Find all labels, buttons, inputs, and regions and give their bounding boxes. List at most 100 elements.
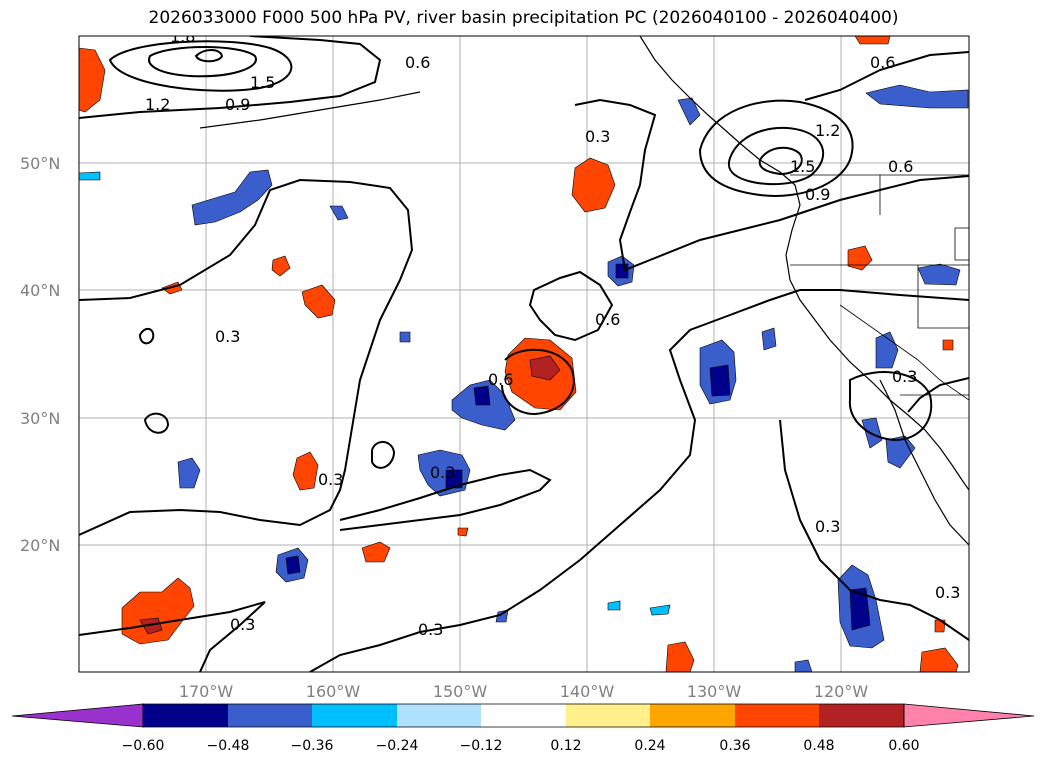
contour-line bbox=[79, 36, 382, 119]
contour-label: 0.9 bbox=[225, 95, 250, 114]
colorbar-tick-label: −0.48 bbox=[207, 738, 250, 754]
colorbar-swatch bbox=[735, 704, 819, 727]
precip-blob bbox=[649, 604, 671, 616]
contour-line bbox=[779, 419, 969, 641]
colorbar-tick-label: 0.12 bbox=[550, 738, 581, 754]
colorbar-swatch bbox=[143, 704, 228, 727]
contour-label: 0.3 bbox=[418, 620, 443, 639]
contour-line bbox=[848, 371, 933, 442]
contour-line bbox=[371, 441, 396, 469]
precip-negative-areas bbox=[79, 84, 969, 672]
precip-blob bbox=[79, 47, 106, 113]
contour-line bbox=[804, 51, 969, 101]
contour-label: 0.6 bbox=[595, 310, 620, 329]
precip-blob bbox=[79, 171, 101, 181]
colorbar-tick-label: −0.60 bbox=[122, 738, 165, 754]
precip-blob-strong bbox=[529, 355, 561, 381]
precip-blob bbox=[761, 327, 777, 351]
precip-blob-strong bbox=[709, 364, 731, 397]
precip-blob-strong bbox=[615, 263, 629, 279]
contour-label: 0.3 bbox=[585, 127, 610, 146]
precip-blob bbox=[919, 647, 959, 672]
precip-blob bbox=[457, 527, 469, 537]
coastline bbox=[199, 36, 969, 546]
contour-label: 0.3 bbox=[230, 615, 255, 634]
colorbar-tick-label: −0.24 bbox=[376, 738, 419, 754]
contour-labels: 1.8 1.5 1.2 0.9 0.6 0.3 0.6 1.2 1.5 0.9 … bbox=[145, 27, 960, 639]
contour-label: 0.3 bbox=[318, 470, 343, 489]
contour-line bbox=[528, 270, 614, 342]
precip-blob bbox=[292, 451, 319, 491]
precip-blob-strong bbox=[849, 587, 871, 631]
precip-blob bbox=[677, 97, 701, 126]
colorbar-extend-min bbox=[11, 703, 144, 728]
contour-line bbox=[339, 468, 552, 531]
contour-line bbox=[79, 178, 414, 536]
political-borders bbox=[790, 174, 969, 401]
colorbar-swatch bbox=[566, 704, 650, 727]
contour-line bbox=[143, 412, 170, 434]
contour-label: 0.9 bbox=[805, 185, 830, 204]
colorbar-swatch bbox=[397, 704, 481, 727]
lon-label-120w: 120°W bbox=[814, 682, 869, 701]
contour-line bbox=[108, 40, 293, 92]
contour-line bbox=[907, 377, 969, 413]
colorbar-swatch bbox=[819, 704, 904, 727]
colorbar-swatch bbox=[312, 704, 397, 727]
colorbar-extend-max bbox=[903, 703, 1035, 728]
precip-blob bbox=[301, 284, 336, 319]
lat-label-30n: 30°N bbox=[20, 409, 60, 428]
pv-contours bbox=[79, 36, 969, 672]
lon-label-150w: 150°W bbox=[433, 682, 488, 701]
contour-label: 0.6 bbox=[870, 53, 895, 72]
contour-label: 0.6 bbox=[405, 53, 430, 72]
contour-label: 0.3 bbox=[815, 517, 840, 536]
lat-label-50n: 50°N bbox=[20, 154, 60, 173]
precip-blob bbox=[665, 641, 695, 672]
colorbar-tick-label: −0.36 bbox=[291, 738, 334, 754]
precip-blob bbox=[121, 577, 195, 645]
precip-blob bbox=[571, 157, 616, 213]
colorbar bbox=[11, 703, 1035, 728]
lon-label-160w: 160°W bbox=[306, 682, 361, 701]
precip-blob bbox=[329, 205, 349, 221]
colorbar-swatch bbox=[228, 704, 312, 727]
colorbar-tick-label: 0.24 bbox=[634, 738, 665, 754]
contour-line bbox=[758, 146, 803, 176]
precip-blob bbox=[794, 659, 813, 672]
precip-blob bbox=[361, 541, 391, 563]
precip-blob bbox=[875, 331, 899, 369]
precip-blob-strong bbox=[139, 617, 163, 635]
coastline-west bbox=[639, 36, 969, 491]
colorbar-tick-label: 0.36 bbox=[719, 738, 750, 754]
precip-blob bbox=[854, 36, 891, 45]
contour-label: 0.3 bbox=[935, 583, 960, 602]
contour-label: 1.2 bbox=[145, 95, 170, 114]
contour-label: 0.3 bbox=[215, 327, 240, 346]
latitude-labels: 50°N 40°N 30°N 20°N bbox=[20, 154, 60, 555]
colorbar-tick-label: 0.48 bbox=[803, 738, 834, 754]
contour-label: 0.6 bbox=[888, 157, 913, 176]
contour-line bbox=[501, 348, 575, 416]
precip-blob-strong bbox=[445, 469, 463, 489]
precip-blob-strong bbox=[473, 385, 491, 406]
lon-label-130w: 130°W bbox=[687, 682, 742, 701]
map-title: 2026033000 F000 500 hPa PV, river basin … bbox=[148, 8, 899, 28]
border-state bbox=[954, 227, 969, 261]
precip-blob bbox=[399, 331, 411, 343]
map-frame bbox=[78, 35, 970, 673]
coastline-baja bbox=[879, 379, 969, 546]
contour-line bbox=[148, 46, 257, 78]
contour-line bbox=[194, 49, 224, 63]
contour-label: 0.3 bbox=[430, 463, 455, 482]
precip-blob bbox=[271, 255, 291, 277]
colorbar-swatch bbox=[481, 704, 566, 727]
contour-label: 1.8 bbox=[170, 27, 195, 46]
border-state bbox=[917, 265, 969, 329]
contour-label: 1.5 bbox=[790, 157, 815, 176]
contour-label: 0.3 bbox=[892, 367, 917, 386]
precip-blob bbox=[191, 169, 273, 226]
contour-line bbox=[79, 601, 266, 672]
lon-label-140w: 140°W bbox=[560, 682, 615, 701]
